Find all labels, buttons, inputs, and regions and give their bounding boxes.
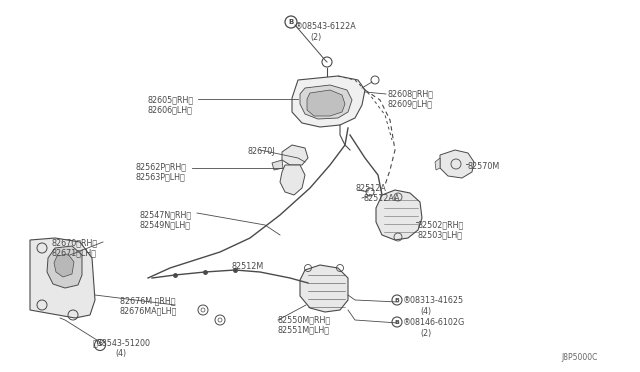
Text: 82512A: 82512A [355, 184, 386, 193]
Polygon shape [435, 158, 440, 170]
Text: (2): (2) [420, 329, 431, 338]
Polygon shape [376, 190, 422, 240]
Polygon shape [307, 90, 345, 116]
Text: B: B [289, 19, 294, 25]
Text: B: B [395, 320, 399, 324]
Text: J8P5000C: J8P5000C [562, 353, 598, 362]
Polygon shape [292, 76, 365, 127]
Polygon shape [440, 150, 474, 178]
Text: 82502〈RH〉: 82502〈RH〉 [418, 220, 464, 229]
Text: 82676MA〈LH〉: 82676MA〈LH〉 [120, 306, 177, 315]
Text: ®08146-6102G: ®08146-6102G [403, 318, 465, 327]
Text: 82608〈RH〉: 82608〈RH〉 [388, 89, 434, 98]
Text: S: S [98, 343, 102, 347]
Text: (2): (2) [310, 33, 321, 42]
Polygon shape [282, 145, 308, 165]
Polygon shape [30, 238, 95, 318]
Text: 82670J: 82670J [248, 147, 275, 156]
Text: 82606〈LH〉: 82606〈LH〉 [148, 105, 193, 114]
Text: 82549N〈LH〉: 82549N〈LH〉 [140, 220, 191, 229]
Text: 82512AA: 82512AA [363, 194, 399, 203]
Text: 82671〈LH〉: 82671〈LH〉 [52, 248, 97, 257]
Text: 82563P〈LH〉: 82563P〈LH〉 [135, 172, 185, 181]
Polygon shape [47, 246, 82, 288]
Text: B: B [395, 298, 399, 302]
Text: Ⓜ08543-51200: Ⓜ08543-51200 [93, 338, 151, 347]
Text: 82550M〈RH〉: 82550M〈RH〉 [278, 315, 331, 324]
Polygon shape [300, 85, 352, 119]
Text: 82551M〈LH〉: 82551M〈LH〉 [278, 325, 330, 334]
Text: 82570M: 82570M [468, 162, 500, 171]
Text: 82670〈RH〉: 82670〈RH〉 [52, 238, 98, 247]
Text: ®08313-41625: ®08313-41625 [403, 296, 464, 305]
Text: 82503〈LH〉: 82503〈LH〉 [418, 230, 463, 239]
Text: 82609〈LH〉: 82609〈LH〉 [388, 99, 433, 108]
Polygon shape [272, 160, 283, 170]
Text: 82547N〈RH〉: 82547N〈RH〉 [140, 210, 192, 219]
Text: 82605〈RH〉: 82605〈RH〉 [148, 95, 194, 104]
Text: 82512M: 82512M [232, 262, 264, 271]
Polygon shape [300, 265, 348, 312]
Text: (4): (4) [420, 307, 431, 316]
Text: 82562P〈RH〉: 82562P〈RH〉 [135, 162, 186, 171]
Polygon shape [280, 165, 305, 195]
Text: ®08543-6122A: ®08543-6122A [295, 22, 356, 31]
Polygon shape [54, 254, 74, 277]
Text: (4): (4) [115, 349, 126, 358]
Text: 82676M 〈RH〉: 82676M 〈RH〉 [120, 296, 175, 305]
